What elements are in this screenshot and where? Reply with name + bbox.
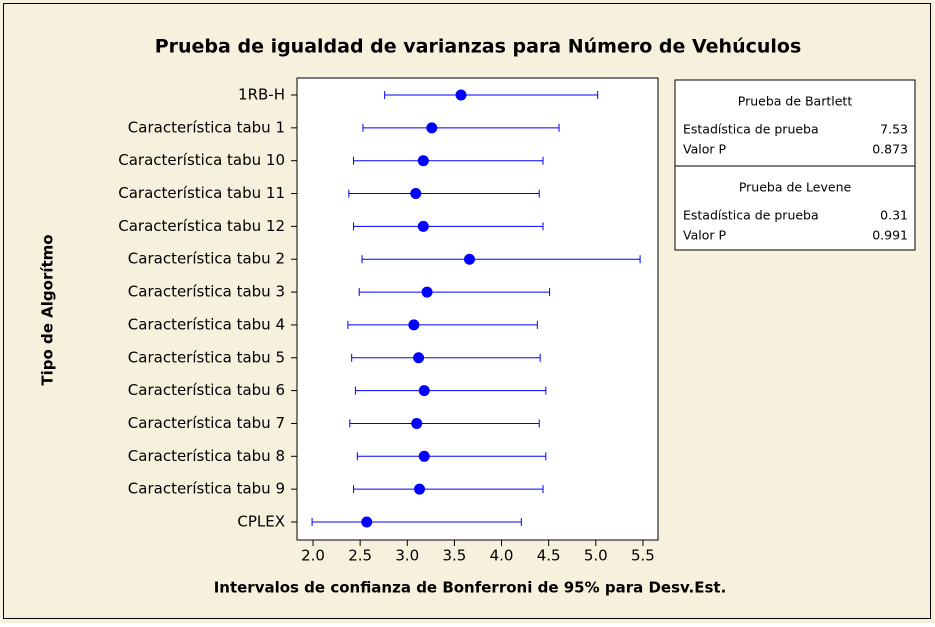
chart-title: Prueba de igualdad de varianzas para Núm… <box>155 36 802 58</box>
x-tick-label: 3.5 <box>442 547 466 565</box>
x-tick-label: 4.0 <box>490 547 514 565</box>
test-label: Estadística de prueba <box>683 122 819 137</box>
point <box>413 352 425 364</box>
y-tick-label: Característica tabu 5 <box>128 348 285 366</box>
point <box>426 122 438 134</box>
x-tick-label: 3.0 <box>395 547 419 565</box>
point <box>361 516 373 528</box>
y-axis-title: Tipo de Algorítmo <box>39 234 57 385</box>
test-title: Prueba de Bartlett <box>738 94 853 109</box>
y-tick-label: Característica tabu 1 <box>128 118 285 136</box>
y-tick-label: Característica tabu 4 <box>128 315 285 333</box>
x-tick-label: 4.5 <box>537 547 561 565</box>
x-axis-title: Intervalos de confianza de Bonferroni de… <box>214 579 727 597</box>
test-box <box>674 79 916 251</box>
y-tick-label: Característica tabu 12 <box>118 217 285 235</box>
point <box>417 220 429 232</box>
test-label: Valor P <box>683 228 726 243</box>
x-tick-label: 2.5 <box>348 547 372 565</box>
test-value: 0.873 <box>872 142 908 157</box>
point <box>463 253 475 265</box>
point <box>408 319 420 331</box>
y-tick-label: Característica tabu 9 <box>128 480 285 498</box>
test-value: 0.31 <box>880 208 908 223</box>
y-tick-label: 1RB-H <box>238 86 285 104</box>
y-tick-label: Característica tabu 11 <box>118 184 285 202</box>
test-value: 7.53 <box>880 122 908 137</box>
y-tick-label: Característica tabu 6 <box>128 381 285 399</box>
point <box>414 483 426 495</box>
point <box>417 155 429 167</box>
y-tick-label: Característica tabu 3 <box>128 283 285 301</box>
y-tick-label: CPLEX <box>237 513 285 531</box>
test-title: Prueba de Levene <box>739 180 852 195</box>
x-tick-label: 5.0 <box>584 547 608 565</box>
point <box>418 450 430 462</box>
point <box>418 385 430 397</box>
y-tick-label: Característica tabu 10 <box>118 151 285 169</box>
y-tick-label: Característica tabu 7 <box>128 414 285 432</box>
test-value: 0.991 <box>872 228 908 243</box>
point <box>455 89 467 101</box>
frame <box>3 3 931 619</box>
plot-area <box>296 77 659 541</box>
x-tick-label: 2.0 <box>301 547 325 565</box>
x-tick-label: 5.5 <box>631 547 655 565</box>
point <box>410 188 422 200</box>
y-tick-label: Característica tabu 8 <box>128 447 285 465</box>
y-tick-label: Característica tabu 2 <box>128 250 285 268</box>
point <box>411 417 423 429</box>
point <box>421 286 433 298</box>
test-label: Estadística de prueba <box>683 208 819 223</box>
test-label: Valor P <box>683 142 726 157</box>
